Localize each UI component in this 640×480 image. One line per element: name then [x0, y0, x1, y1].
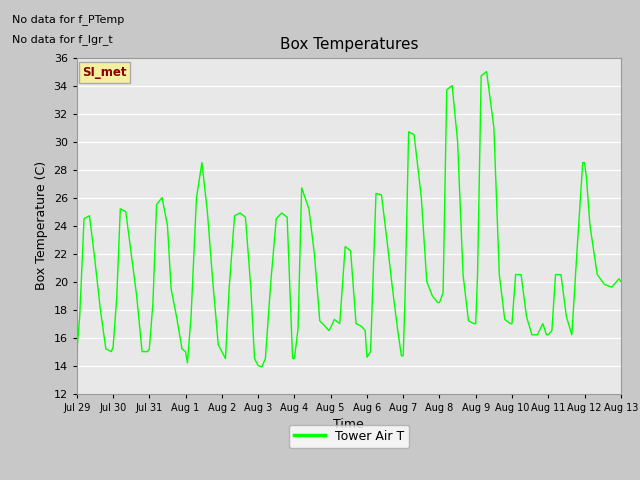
Y-axis label: Box Temperature (C): Box Temperature (C)	[35, 161, 48, 290]
X-axis label: Time: Time	[333, 418, 364, 431]
Title: Box Temperatures: Box Temperatures	[280, 37, 418, 52]
Text: No data for f_lgr_t: No data for f_lgr_t	[12, 34, 112, 45]
Text: SI_met: SI_met	[82, 66, 127, 79]
Legend: Tower Air T: Tower Air T	[289, 425, 409, 448]
Text: No data for f_PTemp: No data for f_PTemp	[12, 14, 124, 25]
